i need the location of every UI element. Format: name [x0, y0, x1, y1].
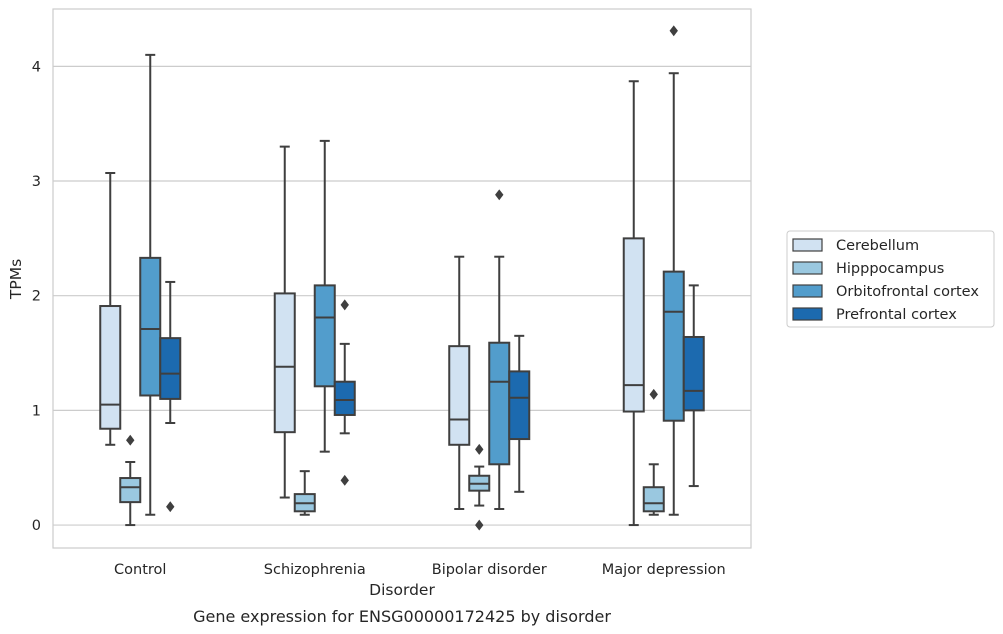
box-3-0 [159, 280, 182, 513]
box-0-2 [448, 255, 471, 511]
plot-frame [52, 8, 752, 549]
legend-swatch [792, 261, 823, 275]
legend-swatch [792, 307, 823, 321]
iqr-box [333, 380, 356, 416]
outlier-point [495, 189, 504, 201]
box-2-2 [488, 189, 511, 511]
legend-swatch [792, 238, 823, 252]
box-1-3 [642, 388, 665, 516]
iqr-box [273, 292, 296, 434]
y-axis-label: TPMs [7, 259, 25, 300]
iqr-box [642, 486, 665, 513]
outlier-point [649, 388, 658, 400]
iqr-box [488, 341, 511, 466]
legend-frame [786, 230, 995, 328]
legend-label: Orbitofrontal cortex [836, 284, 979, 300]
iqr-box [448, 345, 471, 446]
iqr-box [662, 270, 685, 422]
x-axis-label: Disorder [369, 581, 435, 599]
outlier-point [669, 25, 678, 37]
y-tick-label: 2 [32, 289, 41, 305]
iqr-box [622, 237, 645, 413]
box-0-3 [622, 80, 645, 527]
box-2-1 [313, 139, 336, 453]
outlier-point [126, 434, 135, 446]
y-tick-label: 3 [32, 174, 41, 190]
iqr-box [119, 477, 142, 504]
outlier-point [475, 443, 484, 455]
legend-label: Cerebellum [836, 238, 919, 254]
iqr-box [508, 370, 531, 441]
y-tick-label: 0 [32, 518, 41, 534]
legend-label: Hipppocampus [836, 261, 944, 277]
box-0-1 [273, 145, 296, 499]
figure-caption: Gene expression for ENSG00000172425 by d… [193, 607, 611, 626]
box-1-1 [293, 470, 316, 516]
iqr-box [682, 335, 705, 412]
y-tick-label: 1 [32, 403, 41, 419]
legend: Cerebellum Hipppocampus Orbitofrontal cort… [786, 230, 995, 328]
x-axis-ticks: Control Schizophrenia Bipolar disorder Majo… [114, 562, 726, 578]
box-1-0 [119, 434, 142, 527]
y-tick-label: 4 [32, 59, 41, 75]
legend-swatch [792, 284, 823, 298]
outlier-point [475, 519, 484, 531]
iqr-box [159, 337, 182, 400]
box-1-2 [468, 443, 491, 531]
x-tick-label: Major depression [602, 562, 726, 578]
y-axis-ticks: 0 1 2 3 4 [32, 59, 41, 534]
box-3-2 [508, 334, 531, 493]
x-tick-label: Bipolar disorder [432, 562, 547, 578]
box-0-0 [99, 171, 122, 446]
box-2-0 [139, 53, 162, 516]
outlier-point [166, 501, 175, 513]
x-tick-label: Control [114, 562, 166, 578]
legend-label: Prefrontal cortex [836, 307, 957, 323]
box-3-3 [682, 284, 705, 488]
box-3-1 [333, 299, 356, 486]
outlier-point [340, 474, 349, 486]
iqr-box [139, 256, 162, 397]
outlier-point [340, 299, 349, 311]
x-tick-label: Schizophrenia [264, 562, 366, 578]
box-2-3 [662, 25, 685, 516]
iqr-box [313, 284, 336, 388]
iqr-box [99, 305, 122, 430]
boxes [99, 25, 705, 531]
